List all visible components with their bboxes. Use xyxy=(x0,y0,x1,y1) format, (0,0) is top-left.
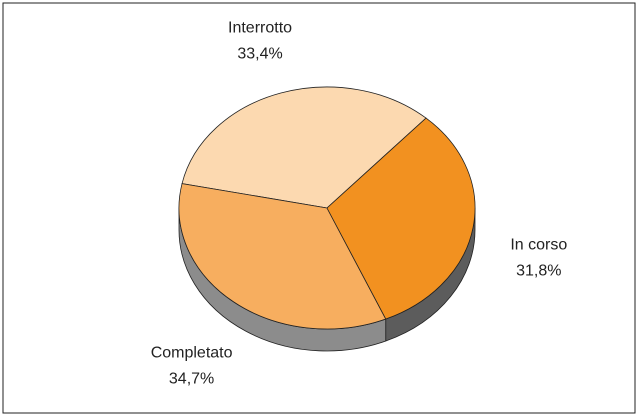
pie-slice xyxy=(181,86,427,209)
slice-label: In corso xyxy=(510,237,567,254)
slice-value-label: 33,4% xyxy=(237,46,282,63)
slice-label: Completato xyxy=(151,344,233,361)
slice-value-label: 31,8% xyxy=(516,263,561,280)
pie-slice xyxy=(178,183,387,330)
pie-slice xyxy=(326,117,476,320)
slice-label: Interrotto xyxy=(228,20,292,37)
slice-value-label: 34,7% xyxy=(169,370,214,387)
